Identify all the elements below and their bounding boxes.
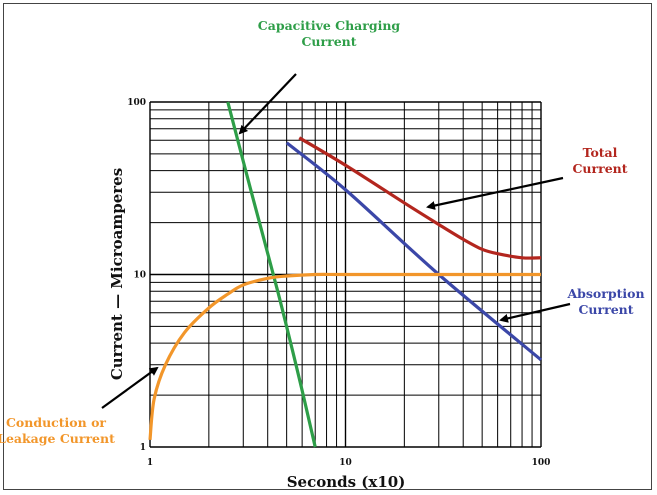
x-tick-label: 100 [532,458,551,468]
total-current-annotation-line: Current [572,161,627,176]
absorption-current-annotation-line: Current [578,302,633,317]
absorption-current-annotation-arrow [499,302,571,323]
absorption-current-annotation: Absorption Current [566,286,644,317]
series-layer [148,101,543,448]
total-current-annotation: Total Current [572,145,627,176]
capacitive-charging-current-line [226,101,317,448]
capacitive-charging-annotation-line: Capacitive Charging [258,18,401,33]
chart-frame [3,3,652,490]
total-current-annotation-line: Total [583,145,618,160]
absorption-current-annotation-line: Absorption [566,286,644,301]
y-axis-label: Current — Microamperes [108,168,126,380]
total-current-annotation-arrow [426,176,564,210]
capacitive-charging-annotation-line: Current [301,34,356,49]
x-tick-label: 10 [339,458,352,468]
leakage-current-annotation-line: Conduction or [6,415,106,430]
absorption-current-line [285,141,543,362]
y-tick-label: 1 [140,443,146,453]
y-tick-label: 10 [133,271,146,281]
leakage-current-annotation-arrow [101,366,159,409]
leakage-current-line [148,272,541,441]
capacitive-charging-annotation: Capacitive Charging Current [258,18,401,49]
x-tick-label: 1 [147,458,153,468]
tick-labels: 1 10 100 1 10 100 [127,98,550,468]
total-current-line [298,136,542,260]
x-axis-label: Seconds (x10) [287,473,406,491]
capacitive-charging-annotation-arrow [238,73,297,135]
leakage-current-annotation-line: Leakage Current [0,431,115,446]
leakage-current-annotation: Conduction or Leakage Current [0,415,115,446]
y-tick-label: 100 [127,98,146,108]
